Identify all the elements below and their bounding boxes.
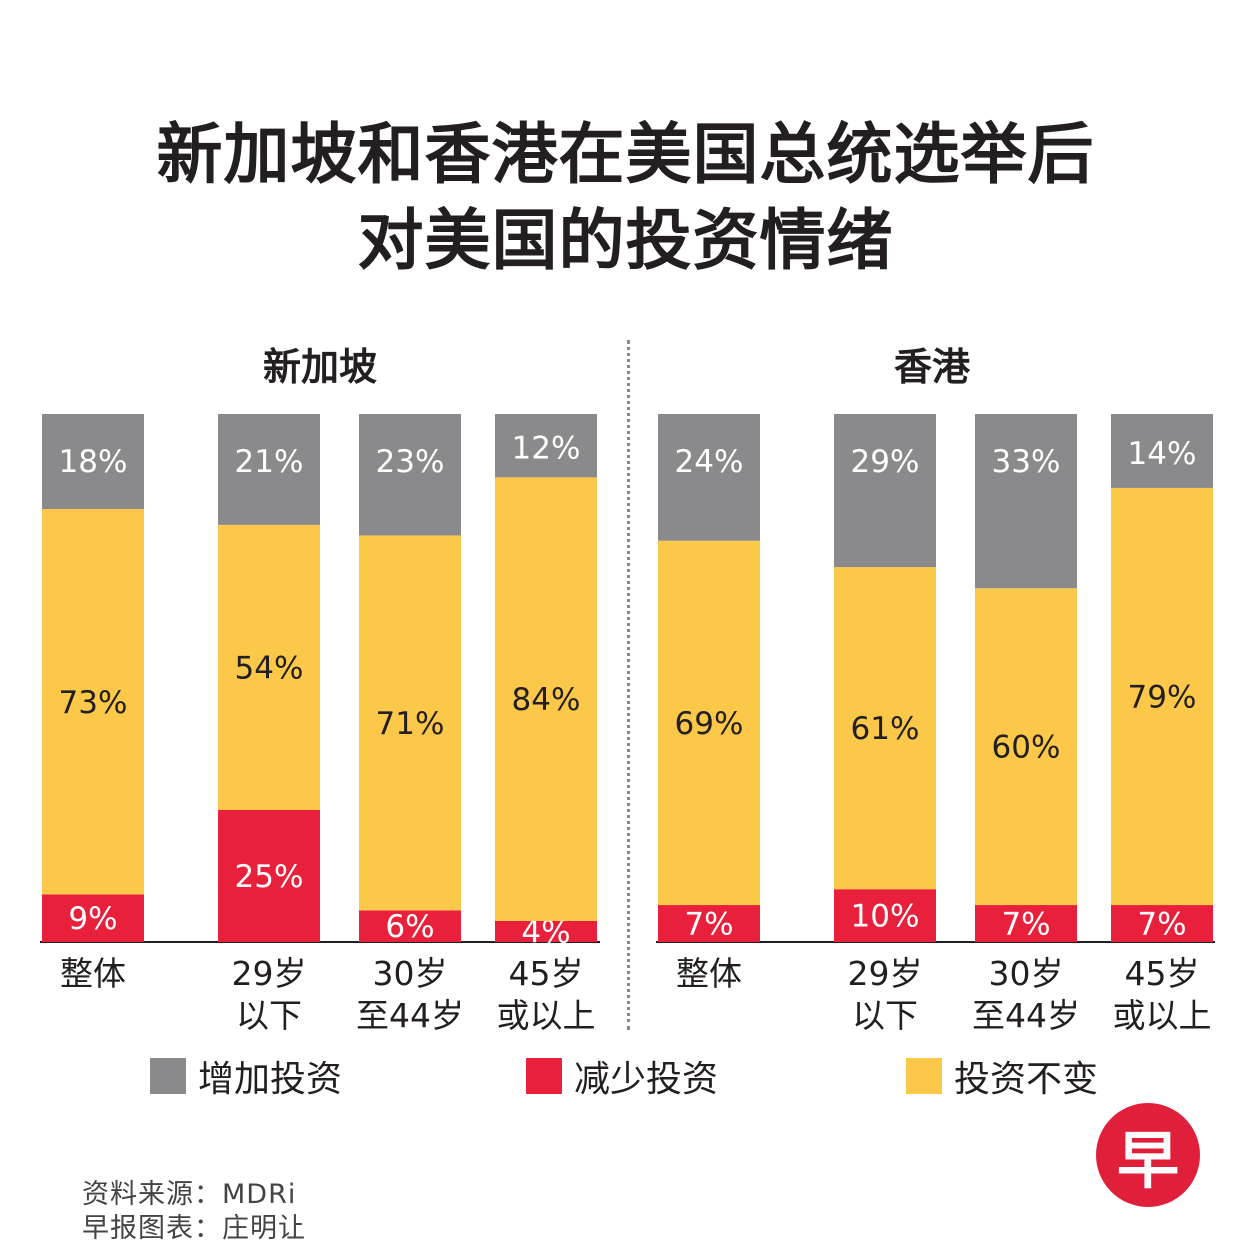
bar-segment-decrease xyxy=(834,889,936,942)
bar-value-label: 24% xyxy=(675,444,744,480)
panel-divider xyxy=(627,340,630,1030)
bar-segment-increase xyxy=(42,414,144,510)
legend-label-unchanged: 投资不变 xyxy=(954,1059,1099,1100)
panel-title-hongkong: 香港 xyxy=(893,345,970,389)
bar-value-label: 21% xyxy=(235,444,304,480)
legend-item-unchanged: 投资不变 xyxy=(906,1050,1098,1102)
legend-swatch-unchanged xyxy=(906,1058,942,1094)
bar-value-label: 10% xyxy=(851,899,920,935)
bar-segment-increase xyxy=(658,414,760,541)
chart-title: 新加坡和香港在美国总统选举后 对美国的投资情绪 xyxy=(0,112,1251,284)
bar-segment-increase xyxy=(1111,414,1213,488)
bar-value-label: 25% xyxy=(235,859,304,895)
bar-value-label: 9% xyxy=(68,901,117,937)
bar-segment-unchanged xyxy=(975,588,1077,906)
bar-value-label: 79% xyxy=(1128,679,1197,715)
bar-segment-decrease xyxy=(218,810,320,942)
bar-segment-unchanged xyxy=(359,535,461,911)
category-label: 45岁 xyxy=(1125,954,1200,993)
bar-value-label: 18% xyxy=(59,444,128,480)
bar-segment-decrease xyxy=(495,920,597,942)
bar-segment-increase xyxy=(218,414,320,525)
bar-segment-unchanged xyxy=(42,509,144,895)
bar-value-label: 73% xyxy=(59,685,128,721)
bar-value-label: 7% xyxy=(684,907,733,943)
bar-segment-unchanged xyxy=(495,477,597,921)
bar-value-label: 14% xyxy=(1128,436,1197,472)
bar-value-label: 54% xyxy=(235,650,304,686)
bar-value-label: 33% xyxy=(992,444,1061,480)
legend-label-increase: 增加投资 xyxy=(198,1059,343,1100)
bar-segment-increase xyxy=(975,414,1077,589)
category-label: 或以上 xyxy=(497,996,596,1035)
category-label: 以下 xyxy=(852,996,918,1035)
category-label: 29岁 xyxy=(848,954,923,993)
bar-segment-decrease xyxy=(359,910,461,942)
category-label: 30岁 xyxy=(373,954,448,993)
category-label: 29岁 xyxy=(232,954,307,993)
bar-value-label: 84% xyxy=(512,682,581,718)
bar-value-label: 6% xyxy=(385,909,434,945)
legend-swatch-decrease xyxy=(526,1058,562,1094)
legend-item-increase: 增加投资 xyxy=(150,1050,342,1102)
bar-segment-unchanged xyxy=(658,540,760,906)
category-label: 整体 xyxy=(676,954,742,993)
bar-value-label: 7% xyxy=(1001,907,1050,943)
category-label: 30岁 xyxy=(989,954,1064,993)
bar-value-label: 29% xyxy=(851,444,920,480)
bar-segment-unchanged xyxy=(1111,487,1213,906)
bar-segment-increase xyxy=(834,414,936,568)
graphic-credit: 早报图表：庄明让 xyxy=(82,1213,306,1244)
legend-label-decrease: 减少投资 xyxy=(574,1059,719,1100)
bar-segment-increase xyxy=(495,414,597,478)
zaobao-logo: 早 xyxy=(1096,1103,1200,1207)
bar-segment-decrease xyxy=(1111,905,1213,942)
category-label: 至44岁 xyxy=(356,996,464,1035)
panel-title-singapore: 新加坡 xyxy=(262,345,377,389)
bar-value-label: 61% xyxy=(851,711,920,747)
category-label: 45岁 xyxy=(509,954,584,993)
category-label: 至44岁 xyxy=(972,996,1080,1035)
bar-value-label: 23% xyxy=(376,444,445,480)
source-credit: 资料来源：MDRi xyxy=(82,1179,297,1210)
bar-value-label: 71% xyxy=(376,706,445,742)
bar-value-label: 60% xyxy=(992,730,1061,766)
bar-segment-unchanged xyxy=(218,524,320,810)
chart-title-line-1: 新加坡和香港在美国总统选举后 xyxy=(156,116,1095,193)
legend-swatch-increase xyxy=(150,1058,186,1094)
bar-segment-increase xyxy=(359,414,461,536)
category-label: 或以上 xyxy=(1113,996,1212,1035)
bar-value-label: 12% xyxy=(512,431,581,467)
bar-segment-unchanged xyxy=(834,567,936,890)
bar-value-label: 7% xyxy=(1137,907,1186,943)
legend-item-decrease: 减少投资 xyxy=(526,1050,718,1102)
chart-title-line-2: 对美国的投资情绪 xyxy=(357,202,894,279)
category-label: 以下 xyxy=(236,996,302,1035)
bar-segment-decrease xyxy=(42,894,144,942)
bar-value-label: 69% xyxy=(675,706,744,742)
category-label: 整体 xyxy=(60,954,126,993)
bar-segment-decrease xyxy=(975,905,1077,942)
bar-segment-decrease xyxy=(658,905,760,942)
